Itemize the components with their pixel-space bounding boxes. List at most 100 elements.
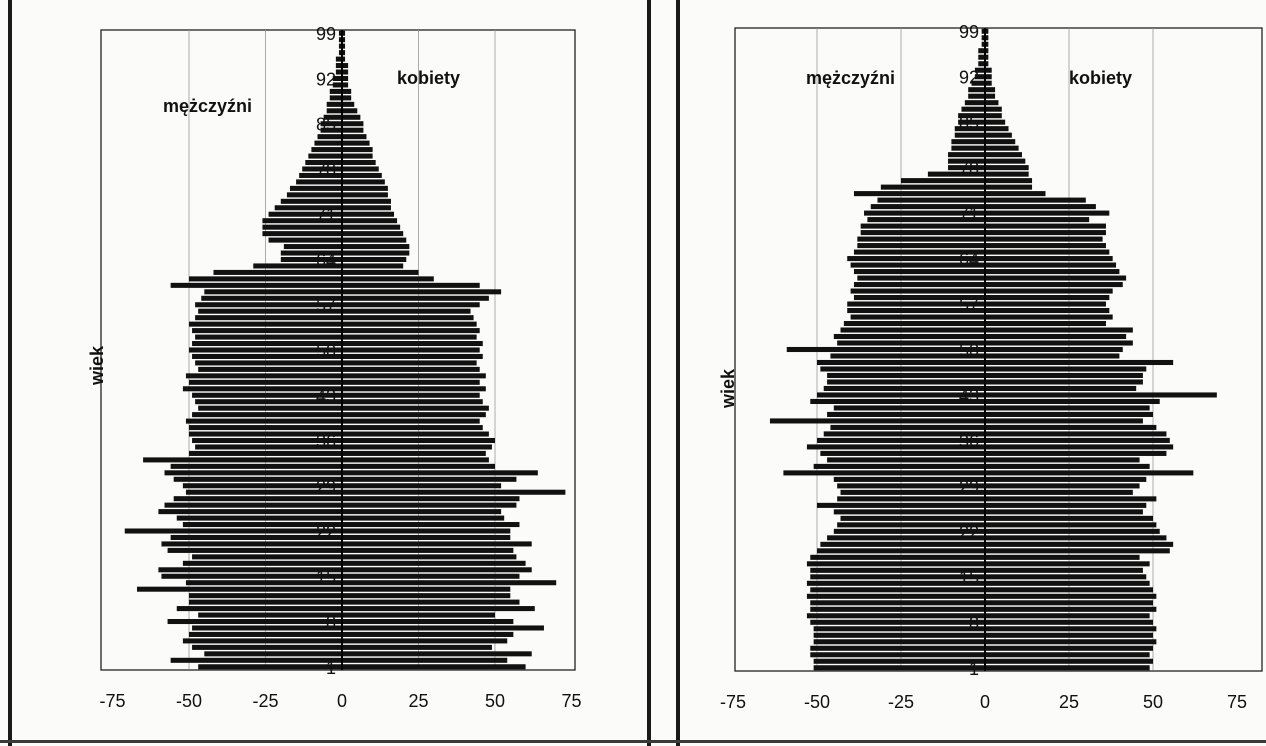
bar-women [985,626,1157,632]
bar-men [880,184,985,190]
bar-men [817,392,985,398]
bar-women [342,218,398,224]
bar-men [164,470,342,476]
bar-men [837,340,985,346]
bar-men [182,638,342,644]
bar-women [342,160,376,166]
bar-men [189,276,342,282]
bar-women [985,528,1160,534]
bar-women [985,223,1106,229]
bar-men [837,496,985,502]
bar-men [189,450,342,456]
x-tick-labels: -75 -50 -25 0 25 50 75 [720,692,1247,712]
age-label: 57 [316,296,336,316]
bar-women [985,132,1012,138]
bar-men [958,119,985,125]
bar-men [338,37,342,43]
bar-men [786,346,985,353]
bar-men [280,198,342,204]
bar-women [342,282,480,288]
bar-women [342,88,352,94]
bar-women [985,424,1157,430]
bar-men [192,437,342,444]
age-label: 78 [959,159,979,179]
bar-women [342,528,511,534]
age-label: 92 [316,69,336,89]
bar-men [274,205,342,211]
y-axis-label: wiek [87,345,107,386]
bar-women [985,652,1150,658]
bar-women [985,457,1140,463]
bar-men [820,541,985,547]
bar-women [342,37,346,43]
bar-men [843,320,985,327]
bar-men [810,645,985,651]
bar-women [985,262,1117,268]
bar-women [985,54,989,60]
bar-men [968,87,985,93]
bar-men [820,450,985,456]
bar-women [342,166,379,172]
bar-men [189,425,342,431]
bar-women [985,282,1123,288]
bar-men [158,567,342,573]
bar-women [342,489,566,495]
bar-women [985,366,1147,372]
bar-women [985,269,1120,275]
bar-men [817,548,985,554]
bar-women [342,541,532,547]
y-axis-label: wiek [718,368,738,409]
age-label: 57 [959,295,979,315]
men-label: mężczyźni [806,68,895,88]
bar-men [853,191,985,197]
bar-women [985,106,1002,112]
bar-men [192,328,342,334]
women-label: kobiety [397,68,460,88]
age-label: 50 [959,341,979,361]
bar-women [985,230,1106,236]
bar-women [985,593,1157,599]
x-tick-label: -50 [176,691,202,711]
bar-women [985,470,1194,476]
bar-men [195,302,342,308]
bar-women [342,651,532,657]
bar-men [195,334,342,340]
age-label: 15 [316,567,336,587]
bar-women [342,515,505,521]
bar-women [342,211,395,217]
bar-men [198,366,342,372]
bar-women [342,366,480,372]
bar-men [810,554,985,560]
bar-women [985,359,1174,366]
bar-women [342,463,495,469]
bar-women [342,263,404,269]
bar-men [195,360,342,366]
bar-women [985,379,1143,385]
bar-women [342,399,483,405]
bar-women [342,224,401,230]
bar-men [136,586,342,592]
bars [769,28,1217,671]
bar-men [971,80,985,86]
bar-women [985,515,1153,521]
bar-women [985,217,1090,223]
bar-men [176,606,342,612]
bar-women [342,560,526,566]
bar-men [810,587,985,593]
bar-men [167,547,342,553]
bar-men [329,88,342,94]
bar-men [195,399,342,405]
bar-men [810,652,985,658]
bar-women [985,418,1143,424]
bar-women [342,437,495,444]
bar-women [985,502,1147,508]
bar-women [985,28,989,34]
bar-women [342,127,364,133]
bar-women [342,244,410,250]
bar-women [342,373,486,379]
bar-men [850,288,985,294]
bar-women [342,121,364,127]
bar-men [810,606,985,612]
bar-men [833,528,985,534]
